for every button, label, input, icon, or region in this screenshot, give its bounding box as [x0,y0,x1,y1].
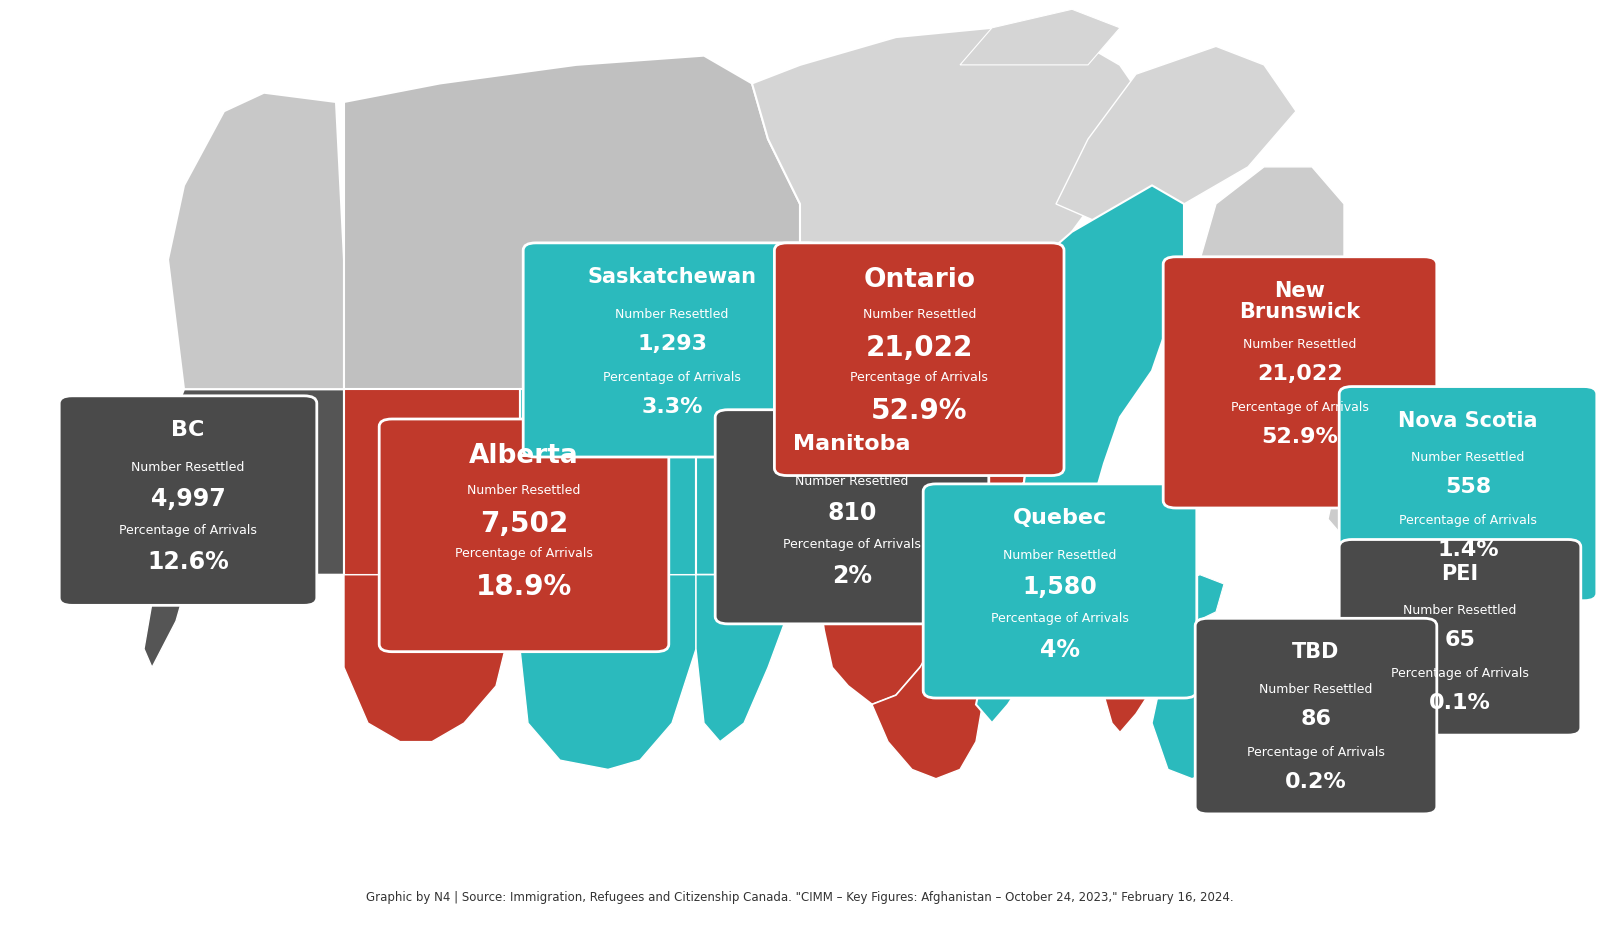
Polygon shape [976,185,1184,723]
Text: Number Resettled: Number Resettled [795,475,909,488]
Text: BC: BC [171,420,205,440]
Polygon shape [800,371,1032,705]
Text: 3.3%: 3.3% [642,397,702,417]
Polygon shape [1328,417,1408,556]
FancyBboxPatch shape [523,243,821,457]
Polygon shape [520,575,696,769]
FancyBboxPatch shape [1339,387,1597,601]
Text: Number Resettled: Number Resettled [1403,604,1517,617]
FancyBboxPatch shape [1163,257,1437,508]
Text: 0.2%: 0.2% [1285,772,1347,793]
Polygon shape [960,9,1120,65]
Text: Percentage of Arrivals: Percentage of Arrivals [1230,401,1370,414]
FancyBboxPatch shape [379,419,669,652]
Text: Number Resettled: Number Resettled [1259,683,1373,696]
Text: Percentage of Arrivals: Percentage of Arrivals [454,547,594,560]
Polygon shape [800,389,824,519]
Polygon shape [144,575,184,667]
Text: Number Resettled: Number Resettled [862,308,976,321]
Text: Percentage of Arrivals: Percentage of Arrivals [603,371,741,384]
Text: Percentage of Arrivals: Percentage of Arrivals [990,612,1130,625]
Text: Percentage of Arrivals: Percentage of Arrivals [1390,667,1530,680]
Polygon shape [344,56,800,389]
Text: 86: 86 [1301,709,1331,730]
Text: 65: 65 [1445,630,1475,651]
Text: 4%: 4% [1040,638,1080,662]
Polygon shape [872,621,984,779]
Text: 810: 810 [827,501,877,525]
Text: 21,022: 21,022 [1258,364,1342,385]
Text: Manitoba: Manitoba [794,434,910,454]
Polygon shape [696,389,800,575]
Text: Percentage of Arrivals: Percentage of Arrivals [782,538,922,551]
Text: Percentage of Arrivals: Percentage of Arrivals [1398,514,1538,527]
Text: 18.9%: 18.9% [475,573,573,601]
Text: Number Resettled: Number Resettled [131,461,245,474]
Polygon shape [128,464,173,538]
Text: New
Brunswick: New Brunswick [1240,281,1360,323]
FancyBboxPatch shape [923,484,1197,698]
Polygon shape [520,389,696,575]
Text: 1.4%: 1.4% [1437,540,1499,561]
Text: 1,293: 1,293 [637,334,707,354]
Polygon shape [168,93,344,389]
Text: Percentage of Arrivals: Percentage of Arrivals [118,524,258,537]
Text: Number Resettled: Number Resettled [467,484,581,497]
Text: 0.1%: 0.1% [1429,693,1491,714]
Text: 21,022: 21,022 [866,334,973,362]
Polygon shape [168,389,344,575]
Polygon shape [1056,46,1296,232]
Text: Alberta: Alberta [469,443,579,469]
Text: Quebec: Quebec [1013,508,1107,528]
Text: Percentage of Arrivals: Percentage of Arrivals [850,371,989,384]
FancyBboxPatch shape [1195,618,1437,814]
Text: 52.9%: 52.9% [870,397,968,425]
Text: Graphic by N4 | Source: Immigration, Refugees and Citizenship Canada. "CIMM – Ke: Graphic by N4 | Source: Immigration, Ref… [366,891,1234,904]
FancyBboxPatch shape [59,396,317,605]
Polygon shape [1184,167,1344,464]
Text: Percentage of Arrivals: Percentage of Arrivals [1246,746,1386,759]
Text: PEI: PEI [1442,564,1478,584]
Text: 7,502: 7,502 [480,510,568,538]
Polygon shape [1096,575,1168,732]
Text: 2%: 2% [832,564,872,588]
Text: Number Resettled: Number Resettled [1243,338,1357,351]
Text: 4,997: 4,997 [150,487,226,511]
FancyBboxPatch shape [715,410,989,624]
Text: Ontario: Ontario [864,267,976,293]
Text: 52.9%: 52.9% [1261,427,1339,448]
Text: 12.6%: 12.6% [147,550,229,574]
Text: Number Resettled: Number Resettled [616,308,728,321]
Text: Number Resettled: Number Resettled [1411,451,1525,464]
FancyBboxPatch shape [774,243,1064,476]
Text: Saskatchewan: Saskatchewan [587,267,757,287]
Text: 1,580: 1,580 [1022,575,1098,599]
Polygon shape [752,28,1152,389]
Text: TBD: TBD [1293,642,1339,663]
Text: Nova Scotia: Nova Scotia [1398,411,1538,431]
Polygon shape [1152,649,1248,779]
Polygon shape [344,575,520,742]
Text: Number Resettled: Number Resettled [1003,549,1117,562]
Polygon shape [1168,575,1224,621]
Text: 558: 558 [1445,477,1491,498]
FancyBboxPatch shape [1339,540,1581,735]
Polygon shape [344,389,520,575]
Polygon shape [696,510,800,742]
Polygon shape [1240,630,1280,705]
